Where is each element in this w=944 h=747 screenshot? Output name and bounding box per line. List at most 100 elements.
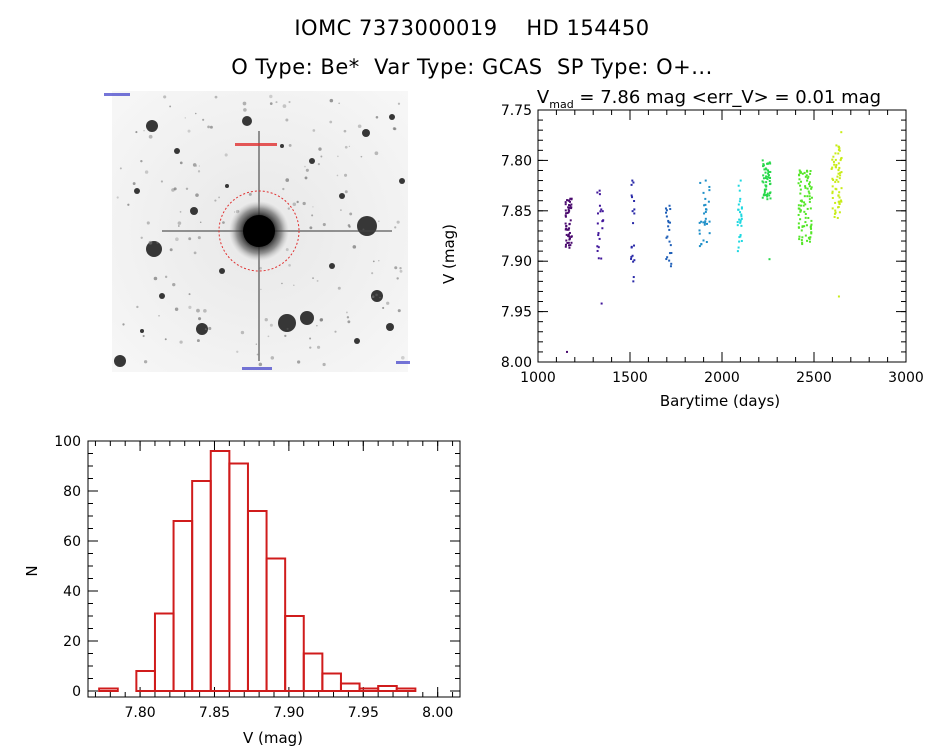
faint-star	[371, 295, 375, 299]
field-star	[354, 338, 360, 344]
light-curve-point	[838, 147, 841, 150]
x-tick-label: 1000	[520, 370, 556, 386]
light-curve-group	[596, 189, 605, 305]
faint-star	[156, 241, 159, 244]
light-curve-point	[802, 204, 805, 207]
field-star	[146, 241, 162, 257]
corner-label-bottom	[242, 367, 272, 370]
light-curve-point	[762, 164, 765, 167]
light-curve-point	[740, 206, 743, 209]
light-curve-point	[630, 257, 633, 260]
light-curve-point	[739, 219, 742, 222]
light-curve-point	[765, 188, 768, 191]
aperture-circle	[218, 190, 300, 272]
light-curve-axes: 1000 1500 2000 2500 3000 7.75 7.80 7.85 7.90 7.95…	[501, 103, 924, 386]
faint-star	[372, 260, 375, 263]
light-curve-point	[766, 162, 769, 165]
light-curve-point	[769, 197, 772, 200]
field-star	[190, 207, 198, 215]
light-curve-point	[632, 260, 635, 263]
faint-star	[153, 276, 158, 281]
light-curve-point	[808, 198, 811, 201]
light-curve-point	[833, 212, 836, 215]
y-tick-label: 8.00	[501, 355, 532, 371]
faint-star	[148, 240, 153, 245]
light-curve-point	[596, 245, 599, 248]
faint-star	[240, 330, 245, 335]
light-curve-point	[668, 240, 671, 243]
light-curve-point	[698, 245, 701, 248]
faint-star	[309, 346, 312, 349]
light-curve-point	[668, 252, 671, 255]
faint-star	[319, 318, 324, 322]
light-curve-point	[564, 245, 567, 248]
hist-x-tick-label: 8.00	[422, 705, 453, 721]
y-tick-label: 7.75	[501, 103, 532, 119]
light-curve-point	[799, 171, 802, 174]
light-curve-point	[804, 203, 807, 206]
field-star	[159, 293, 165, 299]
faint-star	[288, 263, 291, 267]
light-curve-point	[670, 251, 673, 254]
light-curve-point	[633, 208, 636, 211]
faint-star	[270, 356, 275, 360]
faint-star	[401, 355, 405, 360]
light-curve-point	[804, 175, 807, 178]
light-curve-point	[564, 201, 567, 204]
light-curve-group	[664, 204, 673, 268]
light-curve-point	[763, 188, 766, 191]
light-curve-point	[569, 197, 572, 200]
light-curve-point	[837, 172, 840, 175]
faint-star	[267, 335, 270, 338]
faint-star	[316, 345, 321, 349]
faint-star	[334, 330, 337, 333]
light-curve-point	[598, 204, 601, 207]
corner-label-top-left	[104, 93, 130, 96]
light-curve-point	[810, 186, 813, 189]
light-curve-point	[834, 165, 837, 168]
light-curve-point	[598, 237, 601, 240]
faint-star	[378, 260, 380, 262]
faint-star	[196, 339, 200, 343]
light-curve-point	[570, 241, 573, 244]
light-curve-point	[840, 131, 843, 134]
light-curve-point	[739, 233, 742, 236]
light-curve-point	[834, 211, 837, 214]
light-curve-point	[570, 207, 573, 210]
light-curve-point	[740, 207, 743, 210]
field-star	[309, 158, 315, 164]
light-curve-point	[800, 239, 803, 242]
hist-y-tick-label: 60	[63, 534, 81, 550]
light-curve-point	[738, 200, 741, 203]
faint-star	[378, 220, 380, 222]
light-curve-point	[801, 172, 804, 175]
light-curve-point	[633, 244, 636, 247]
faint-star	[297, 360, 301, 364]
y-tick-label: 7.80	[501, 153, 532, 169]
light-curve-point	[831, 158, 834, 161]
faint-star	[348, 145, 351, 148]
faint-star	[143, 129, 145, 132]
light-curve-point	[600, 302, 603, 305]
light-curve-point	[703, 221, 706, 224]
faint-star	[281, 282, 283, 285]
faint-star	[394, 266, 398, 270]
histogram-bar	[209, 450, 231, 692]
faint-star	[288, 100, 291, 104]
histogram-frame	[87, 440, 461, 698]
light-curve-point	[797, 213, 800, 216]
faint-star	[304, 176, 308, 180]
light-curve-point	[633, 212, 636, 215]
field-star	[357, 216, 377, 236]
light-curve-point	[765, 185, 768, 188]
faint-star	[175, 237, 179, 241]
faint-star	[255, 343, 258, 345]
faint-star	[287, 207, 290, 210]
light-curve-point	[567, 233, 570, 236]
light-curve-point	[769, 162, 772, 165]
light-curve-point	[766, 195, 769, 198]
y-tick-label: 7.95	[501, 305, 532, 321]
light-curve-point	[666, 256, 669, 259]
light-curve-point	[806, 179, 809, 182]
histogram-bar	[98, 687, 119, 692]
